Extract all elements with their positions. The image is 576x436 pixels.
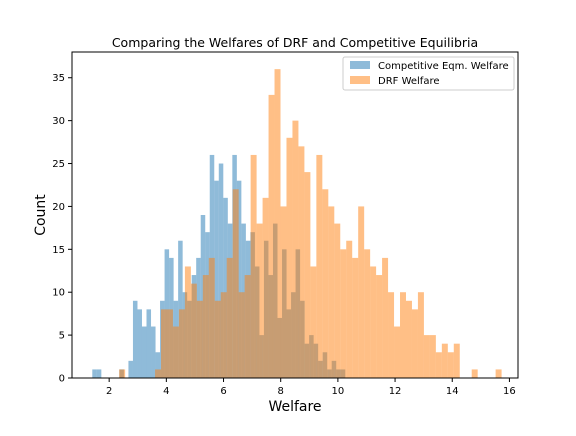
- bar-drf: [340, 249, 347, 378]
- y-tick-label: 0: [59, 374, 65, 385]
- bar-drf: [256, 223, 263, 378]
- bar-drf: [166, 309, 173, 378]
- legend-label-competitive: Competitive Eqm. Welfare: [378, 61, 509, 72]
- x-tick-label: 6: [220, 386, 226, 397]
- bar-competitive: [92, 369, 97, 378]
- bar-drf: [262, 197, 269, 378]
- chart-title: Comparing the Welfares of DRF and Compet…: [112, 35, 478, 50]
- x-tick-label: 14: [446, 386, 459, 397]
- bar-drf: [352, 257, 359, 378]
- bar-drf: [441, 343, 448, 378]
- bar-drf: [172, 326, 179, 378]
- legend: Competitive Eqm. Welfare DRF Welfare: [342, 56, 515, 91]
- x-tick-label: 10: [332, 386, 345, 397]
- bar-drf: [411, 309, 418, 378]
- bar-competitive: [223, 197, 228, 378]
- bar-drf: [382, 257, 389, 378]
- bar-drf: [394, 326, 401, 378]
- bar-drf: [447, 352, 454, 378]
- bar-drf: [208, 257, 215, 378]
- y-tick-label: 5: [59, 331, 65, 342]
- bar-drf: [184, 266, 191, 378]
- bar-drf: [196, 300, 203, 378]
- bar-drf: [274, 69, 281, 378]
- bar-drf: [298, 146, 305, 378]
- bar-drf: [214, 300, 221, 378]
- bar-drf: [160, 309, 167, 378]
- x-tick-label: 8: [278, 386, 284, 397]
- bar-drf: [119, 369, 126, 378]
- bar-drf: [316, 154, 323, 378]
- bar-drf: [250, 154, 257, 378]
- bar-drf: [155, 369, 161, 378]
- legend-swatch-drf: [350, 76, 370, 84]
- x-tick-label: 2: [106, 386, 112, 397]
- bar-drf: [370, 266, 377, 378]
- legend-label-drf: DRF Welfare: [378, 76, 440, 87]
- bar-drf: [405, 300, 412, 378]
- bar-competitive: [151, 326, 156, 378]
- bar-drf: [304, 172, 311, 378]
- bar-drf: [388, 292, 395, 378]
- x-tick-label: 16: [503, 386, 516, 397]
- bar-drf: [220, 292, 227, 378]
- bar-drf: [268, 94, 275, 378]
- y-tick-label: 25: [52, 159, 65, 170]
- x-tick-label: 4: [163, 386, 169, 397]
- x-axis-ticks: 2 4 6 8 10 12 14 16: [106, 378, 516, 397]
- bar-drf: [322, 189, 329, 378]
- bar-drf: [238, 292, 245, 378]
- bar-drf: [334, 223, 341, 378]
- bar-drf: [471, 369, 478, 378]
- legend-swatch-competitive: [350, 61, 370, 69]
- bar-drf: [178, 309, 185, 378]
- axes-frame: [71, 51, 519, 379]
- bar-drf: [376, 275, 383, 378]
- bars-layer: [92, 69, 502, 378]
- bar-competitive: [137, 309, 142, 378]
- bar-competitive: [128, 360, 133, 378]
- x-axis-label: Welfare: [268, 399, 321, 415]
- bar-drf: [400, 292, 406, 378]
- x-tick-label: 12: [389, 386, 402, 397]
- bar-competitive: [146, 309, 152, 378]
- bar-drf: [495, 369, 502, 378]
- bar-drf: [364, 249, 371, 378]
- bar-drf: [435, 352, 442, 378]
- y-tick-label: 10: [52, 288, 65, 299]
- bar-drf: [292, 120, 299, 378]
- bar-drf: [202, 275, 209, 378]
- bar-competitive: [132, 300, 138, 378]
- bar-drf: [232, 189, 239, 378]
- bar-drf: [226, 257, 233, 378]
- bar-drf: [280, 206, 287, 378]
- bar-drf: [244, 275, 251, 378]
- bar-drf: [286, 137, 293, 378]
- bar-competitive: [141, 326, 147, 378]
- bar-competitive: [236, 180, 242, 378]
- bar-drf: [328, 206, 335, 378]
- bar-drf: [417, 292, 424, 378]
- legend-box: [342, 56, 515, 91]
- bar-drf: [429, 335, 436, 378]
- y-tick-label: 30: [52, 116, 65, 127]
- y-tick-label: 35: [52, 73, 65, 84]
- y-axis-label: Count: [33, 194, 49, 236]
- y-tick-label: 20: [52, 202, 65, 213]
- y-axis-ticks: 0 5 10 15 20 25 30 35: [52, 73, 72, 385]
- bar-drf: [346, 240, 353, 378]
- bar-competitive: [214, 180, 219, 378]
- bar-drf: [190, 283, 197, 378]
- bar-competitive: [155, 352, 161, 378]
- y-tick-label: 15: [52, 245, 65, 256]
- bar-drf: [358, 206, 365, 378]
- bar-drf: [453, 343, 460, 378]
- bar-competitive: [96, 369, 102, 378]
- bar-drf: [423, 335, 430, 378]
- bar-competitive: [218, 163, 224, 378]
- bar-drf: [310, 266, 317, 378]
